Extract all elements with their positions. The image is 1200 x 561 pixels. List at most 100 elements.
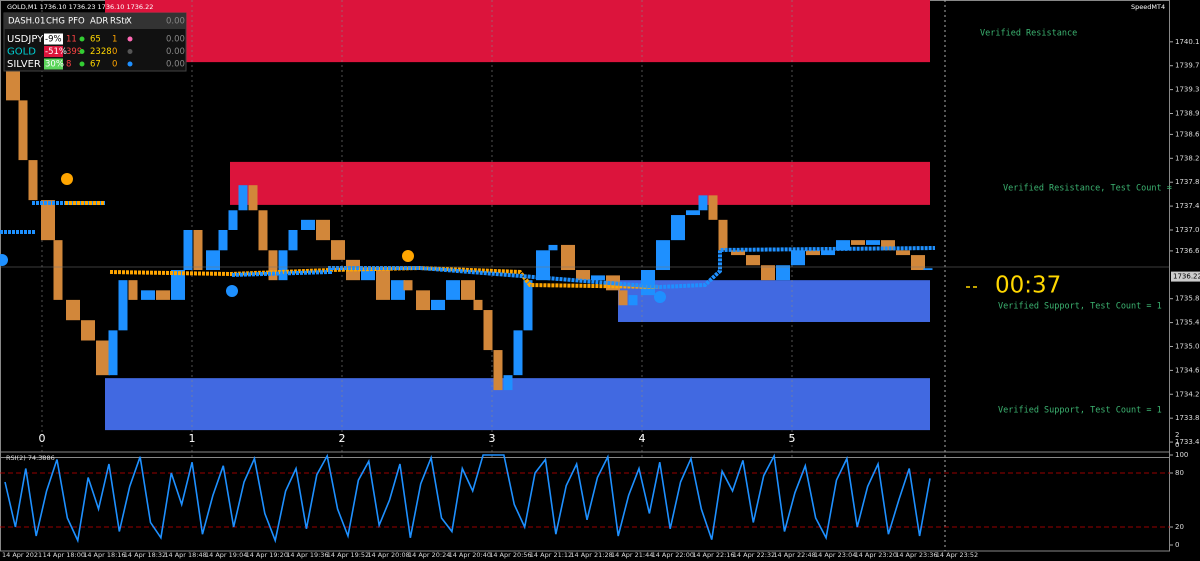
candle [576, 270, 590, 281]
time-label: 14 Apr 22:32 [733, 551, 775, 559]
session-label: 1 [189, 432, 196, 445]
price-tick-label: 1734.25 [1175, 390, 1200, 398]
candle [806, 250, 820, 256]
candle [206, 250, 220, 271]
dash-cell: 399 [66, 47, 82, 57]
candle [268, 250, 278, 281]
price-tick-label: 1738.20 [1175, 154, 1200, 162]
candle [708, 195, 718, 220]
candle [881, 240, 895, 251]
candle [446, 280, 460, 300]
time-label: 14 Apr 21:28 [570, 551, 612, 559]
session-label: 4 [639, 432, 646, 445]
candle [18, 100, 28, 161]
zone-label: Verified Resistance [980, 29, 1077, 39]
candle [288, 229, 298, 251]
price-tick-label: 1735.85 [1175, 295, 1200, 303]
candle [641, 270, 655, 296]
price-tick-label: 1738.95 [1175, 110, 1200, 118]
price-tick-label: 1735.05 [1175, 342, 1200, 350]
candle [66, 299, 80, 321]
sub-tick-label: 2 [1175, 431, 1179, 439]
dash-cell: 11 [66, 35, 77, 45]
candle [41, 200, 55, 241]
time-label: 14 Apr 20:56 [489, 551, 531, 559]
candle [361, 270, 375, 281]
time-label: 14 Apr 18:16 [83, 551, 125, 559]
candle [483, 310, 493, 351]
candle [896, 250, 910, 256]
candle [218, 229, 228, 251]
price-tick-label: 1737.40 [1175, 202, 1200, 210]
time-label: 14 Apr 18:32 [124, 551, 166, 559]
candle [671, 215, 685, 241]
dash-cell: 8 [66, 60, 71, 70]
time-label: 14 Apr 19:36 [286, 551, 328, 559]
dashboard-header [4, 13, 186, 29]
time-label: 14 Apr 23:04 [814, 551, 856, 559]
candle [118, 280, 128, 331]
candle [258, 210, 268, 251]
ma-segment [231, 246, 936, 290]
candle [248, 185, 258, 211]
candle [698, 195, 708, 211]
candle [171, 270, 185, 300]
candle [731, 250, 745, 256]
candle [911, 255, 925, 271]
candle [416, 290, 430, 311]
chg-cell [44, 58, 63, 70]
time-label: 14 Apr 20:40 [449, 551, 491, 559]
candle [628, 295, 638, 306]
countdown: 00:37 [995, 273, 1061, 299]
dash-cell: 2328 [90, 47, 112, 57]
candle [376, 270, 390, 300]
candle [548, 244, 558, 251]
signal-dot [0, 254, 8, 266]
status-dot [79, 36, 85, 42]
candle [403, 280, 413, 291]
price-tick-label: 1736.65 [1175, 247, 1200, 255]
candle [493, 350, 503, 391]
price-tick-label: 1734.65 [1175, 366, 1200, 374]
chg-cell [44, 46, 63, 57]
zone-label: Verified Support, Test Count = 1 [998, 302, 1162, 312]
candle [346, 259, 360, 281]
status-dot [127, 36, 133, 42]
dash-cell: 0.00 [166, 47, 185, 57]
candle [923, 268, 933, 271]
session-label: 5 [789, 432, 796, 445]
candle [866, 240, 880, 245]
candle [791, 250, 805, 266]
price-tick-label: 1738.60 [1175, 130, 1200, 138]
price-tick-label: 1737.80 [1175, 178, 1200, 186]
dash-column: RStr [110, 17, 129, 27]
signal-dot [226, 285, 238, 297]
dash-cell: 65 [90, 35, 101, 45]
candle [431, 299, 445, 311]
price-tick-label: 1733.45 [1175, 438, 1200, 446]
time-label: 14 Apr 20:08 [367, 551, 409, 559]
dash-cell: 0 [112, 47, 117, 57]
candle [183, 229, 193, 271]
candle [141, 290, 155, 300]
dash-cell: 30% [45, 60, 64, 70]
rsi-label: RSI(2) 74.3886 [6, 454, 55, 462]
dash-column: X [126, 17, 132, 27]
time-label: 14 Apr 19:04 [205, 551, 247, 559]
candle [53, 240, 63, 300]
price-tick-label: 1733.85 [1175, 414, 1200, 422]
candle [591, 275, 605, 281]
price-tick-label: 1740.15 [1175, 38, 1200, 46]
candle [513, 330, 523, 376]
time-label: 14 Apr 22:48 [773, 551, 815, 559]
dash-column: 0.00 [166, 17, 185, 27]
candle [81, 320, 95, 341]
time-label: 14 Apr 20:24 [408, 551, 450, 559]
symbol-info: GOLD,M1 1736.10 1736.23 1736.10 1736.22 [7, 3, 153, 11]
sub-tick-label: 0 [1175, 441, 1179, 449]
signal-dot [61, 173, 73, 185]
candle [821, 250, 835, 256]
status-dot [127, 61, 133, 67]
rsi-frame [0, 451, 1170, 552]
